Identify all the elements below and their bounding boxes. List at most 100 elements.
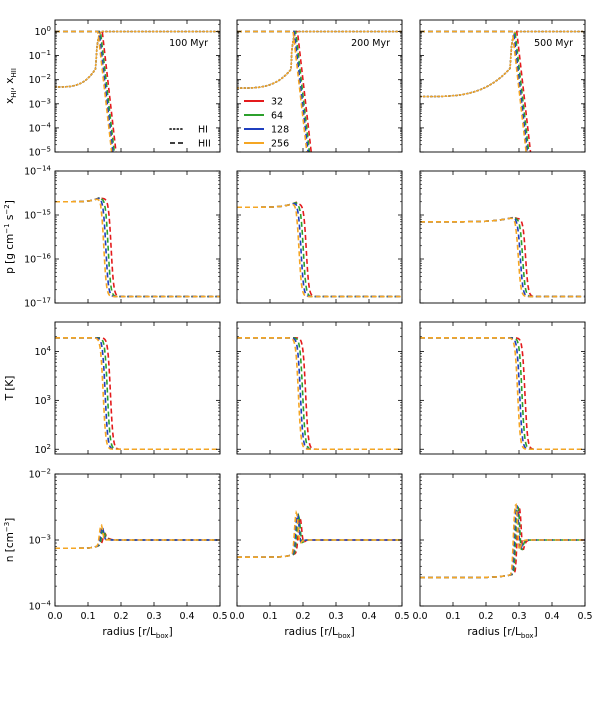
linestyle-label-hii: HII [198, 139, 211, 150]
linestyle-label-hi: HI [198, 125, 208, 136]
y-axis-label: p [g cm−1 s−2] [3, 200, 16, 274]
line-hii-64 [55, 196, 220, 298]
x-axis-labels: radius [r/Lbox] radius [r/Lbox] radius [r/… [102, 626, 537, 640]
x-tick-label: 0.5 [577, 611, 592, 622]
x-tick-label: 0.3 [511, 611, 526, 622]
y-axis-label: n [cm−3] [3, 518, 16, 563]
y-tick-label: 102 [34, 443, 51, 456]
line-hii-256 [420, 217, 585, 298]
x-tick-label: 0.2 [113, 611, 128, 622]
panel-r3-c1: 104 103 102 [34, 321, 221, 456]
line-hii-32 [420, 507, 585, 579]
time-annotation: 200 Myr [351, 38, 390, 49]
y-tick-label: 10−16 [24, 253, 51, 266]
series-lines [420, 337, 585, 451]
y-tick-label: 10−2 [29, 468, 51, 481]
line-hii-64 [55, 528, 220, 550]
series-lines [55, 195, 220, 298]
x-tick-label: 0.0 [47, 611, 62, 622]
series-lines [237, 30, 402, 152]
panel-r4-c1: 10−210−310−40.0 0.1 0.2 0.3 0.4 0.5 [29, 468, 228, 623]
series-lines [420, 502, 585, 579]
series-lines [55, 523, 220, 550]
line-hii-256 [420, 30, 527, 152]
panel-frame [236, 19, 403, 153]
y-tick-label: 10−1 [29, 49, 51, 62]
panel-frame [419, 170, 586, 304]
line-hii-256 [237, 30, 308, 152]
line-hii-128 [420, 504, 585, 579]
line-hii-128 [420, 337, 585, 451]
x-tick-label: 0.0 [229, 611, 244, 622]
y-tick-label: 10−14 [24, 165, 51, 178]
x-tick-label: 0.4 [544, 611, 559, 622]
line-hii-256 [55, 337, 220, 451]
line-hii-256 [237, 203, 402, 298]
panels-layer: 100 10−1 10−2 10−3 10−4 10−5 100 Myr 200 Myr 500… [3, 19, 593, 640]
series-lines [237, 337, 402, 451]
line-hii-32 [237, 201, 402, 298]
x-tick-label: 0.1 [80, 611, 95, 622]
legend: 32 64 128 256 HI HII [169, 97, 289, 150]
x-tick-label: 0.4 [179, 611, 194, 622]
x-axis-label: radius [r/Lbox] [284, 626, 354, 640]
y-axis-label: T [K] [4, 376, 16, 402]
panel-r2-c2 [236, 170, 403, 304]
panel-r1-c1: 100 10−1 10−2 10−3 10−4 10−5 100 Myr [29, 19, 221, 159]
panel-frame [54, 321, 221, 455]
line-hi-256 [55, 30, 220, 88]
y-tick-label: 10−17 [24, 297, 51, 310]
line-hii-128 [237, 513, 402, 558]
x-tick-label: 0.1 [262, 611, 277, 622]
series-lines [420, 30, 585, 152]
panel-frame [419, 321, 586, 455]
y-tick-label: 10−4 [29, 121, 52, 134]
x-tick-label: 0.2 [295, 611, 310, 622]
x-tick-label: 0.5 [212, 611, 227, 622]
line-hii-64 [420, 337, 585, 451]
x-tick-label: 0.0 [412, 611, 427, 622]
line-hii-64 [420, 30, 530, 152]
x-tick-label: 0.3 [146, 611, 161, 622]
line-hii-32 [55, 195, 220, 298]
y-axis-labels: xHI, xHII p [g cm−1 s−2] T [K] n [cm−3] [3, 68, 18, 562]
y-tick-label: 10−15 [24, 209, 51, 222]
line-hii-128 [237, 202, 402, 298]
line-hii-256 [55, 198, 220, 298]
series-lines [237, 201, 402, 298]
line-hii-256 [55, 523, 220, 550]
series-lines [55, 30, 220, 152]
series-lines [55, 337, 220, 451]
line-hii-128 [55, 337, 220, 451]
line-hii-256 [237, 509, 402, 558]
line-hii-64 [237, 337, 402, 451]
panel-r2-c3 [419, 170, 586, 304]
line-hii-64 [55, 30, 116, 152]
time-annotation: 500 Myr [534, 38, 573, 49]
line-hii-128 [420, 30, 529, 152]
line-hi-256 [237, 30, 402, 89]
line-hii-32 [55, 532, 220, 550]
panel-r3-c3 [419, 321, 586, 455]
y-tick-label: 10−2 [29, 73, 51, 86]
line-hii-256 [420, 337, 585, 451]
line-hii-256 [237, 337, 402, 451]
line-hii-256 [55, 30, 113, 152]
line-hii-32 [55, 30, 117, 152]
y-tick-label: 100 [34, 25, 51, 38]
line-hii-256 [420, 502, 585, 579]
line-hii-32 [420, 337, 585, 451]
panel-r1-c3: 500 Myr [419, 19, 586, 153]
x-tick-label: 0.1 [445, 611, 460, 622]
line-hii-128 [55, 30, 114, 152]
x-axis-label: radius [r/Lbox] [102, 626, 172, 640]
panel-r1-c2: 200 Myr [236, 19, 403, 153]
x-axis-label: radius [r/Lbox] [467, 626, 537, 640]
panel-frame [236, 170, 403, 304]
line-hii-64 [237, 201, 402, 298]
line-hii-32 [55, 337, 220, 451]
panel-r2-c1: 10−14 10−15 10−16 10−17 [24, 165, 221, 310]
line-hii-128 [420, 217, 585, 298]
y-tick-label: 10−3 [29, 97, 51, 110]
